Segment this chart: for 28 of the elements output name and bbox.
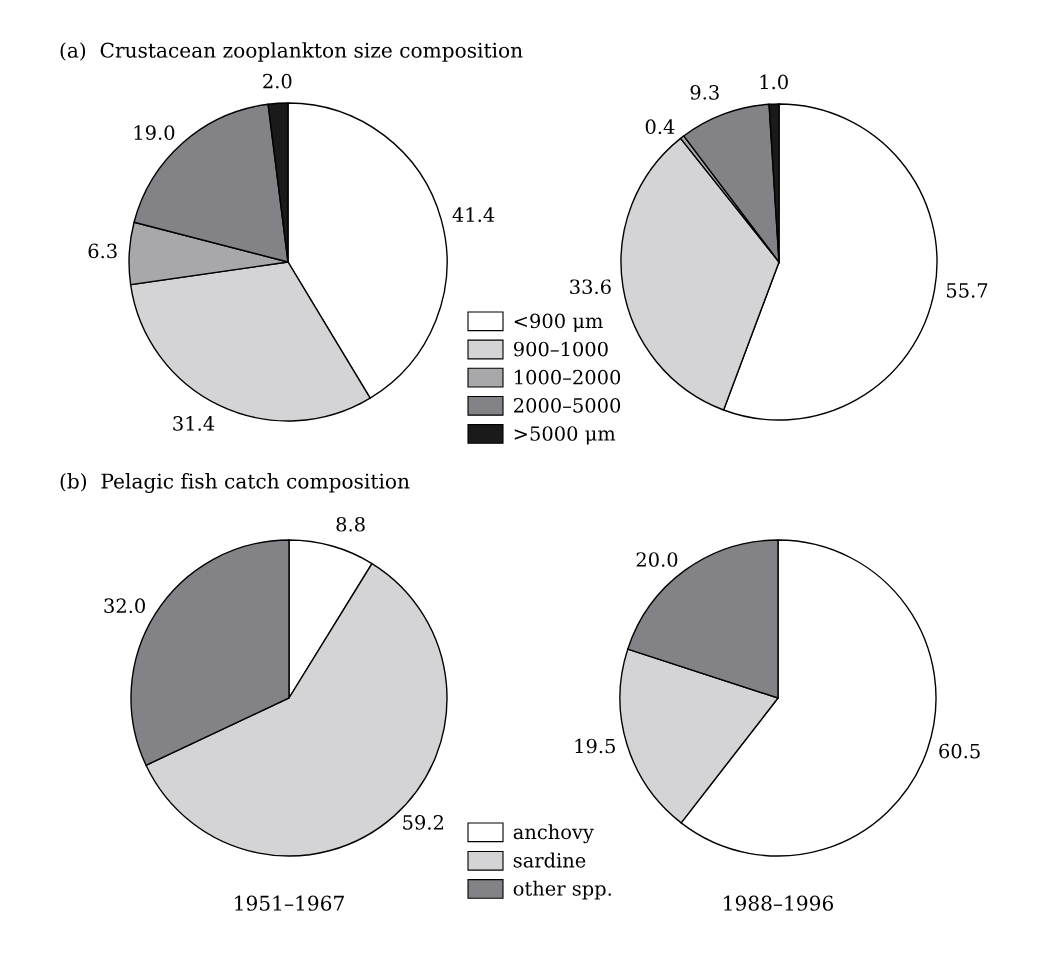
data-label: 31.4 (173, 416, 215, 431)
legend-label: <900 μm (514, 313, 603, 332)
data-label: 41.4 (452, 207, 495, 223)
data-label: 55.7 (947, 283, 988, 298)
data-label: 20.0 (636, 552, 678, 567)
chart-title: (b) Pelagic fish catch composition (60, 473, 410, 493)
data-label: 19.5 (575, 738, 615, 754)
data-label: 9.3 (690, 85, 719, 100)
data-label: 32.0 (104, 598, 145, 614)
chart-title: (a) Crustacean zooplankton size composition (60, 42, 523, 62)
text: 1951–1967 (235, 895, 344, 911)
legend-label: 1000–2000 (515, 369, 621, 385)
legend-label: 2000–5000 (514, 397, 621, 413)
legend-label: sardine (513, 852, 586, 868)
data-label: 0.4 (645, 119, 675, 135)
legend-label: other spp. (513, 880, 611, 900)
data-label: 59.2 (403, 815, 443, 830)
data-label: 19.0 (134, 125, 175, 140)
text: 1988–1996 (724, 895, 834, 911)
data-label: 60.5 (939, 743, 980, 759)
data-label: 33.6 (570, 279, 611, 295)
data-label: 8.8 (336, 516, 365, 532)
data-label: 6.3 (88, 243, 117, 259)
legend-label: anchovy (513, 824, 594, 844)
data-label: 2.0 (263, 73, 292, 89)
legend-label: 900–1000 (513, 341, 608, 357)
legend-label: >5000 μm (514, 426, 616, 445)
data-label: 1.0 (760, 74, 788, 90)
